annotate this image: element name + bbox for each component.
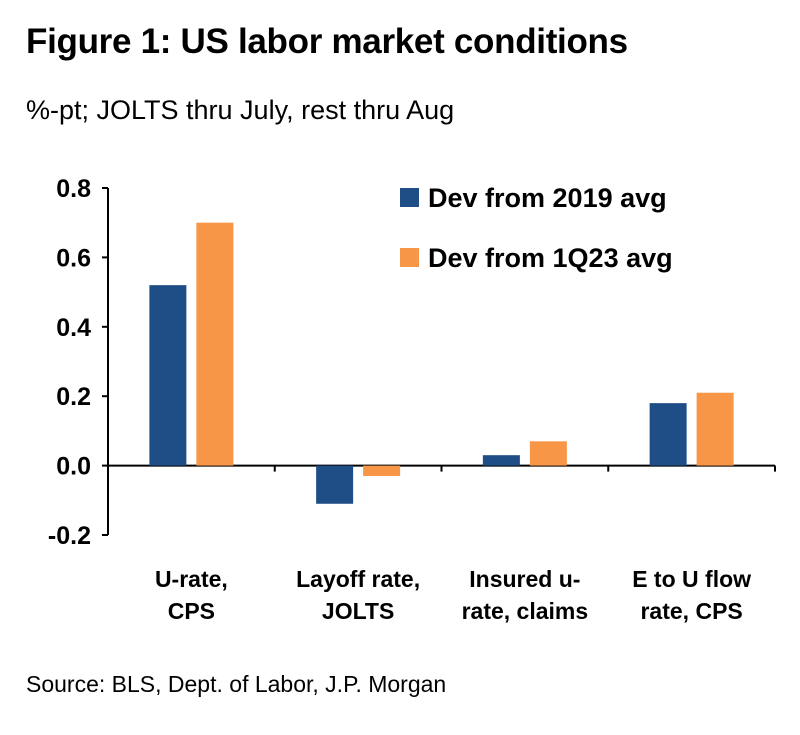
y-tick-label: 0.8 xyxy=(56,175,91,203)
bar-dev-1q23 xyxy=(696,392,734,466)
x-category-label: U-rate, CPS xyxy=(155,566,228,624)
x-category-label: E to U flow rate, CPS xyxy=(632,566,751,624)
bar-dev-2019 xyxy=(649,403,687,466)
bar-dev-1q23 xyxy=(363,465,401,477)
y-tick-label: 0.2 xyxy=(56,383,91,411)
y-tick-label: 0.0 xyxy=(56,453,91,481)
legend-swatch xyxy=(400,248,419,267)
source-note: Source: BLS, Dept. of Labor, J.P. Morgan xyxy=(26,671,447,697)
bar-dev-1q23 xyxy=(529,441,567,466)
chart-subtitle: %-pt; JOLTS thru July, rest thru Aug xyxy=(26,95,455,125)
bar-dev-2019 xyxy=(482,455,520,466)
legend-label: Dev from 2019 avg xyxy=(428,183,667,213)
y-tick-label: 0.4 xyxy=(56,314,91,342)
legend-swatch xyxy=(400,188,419,207)
y-tick-label: -0.2 xyxy=(48,522,91,550)
bar-dev-2019 xyxy=(149,285,187,466)
chart-title: Figure 1: US labor market conditions xyxy=(26,22,628,61)
legend-label: Dev from 1Q23 avg xyxy=(428,243,673,273)
y-tick-label: 0.6 xyxy=(56,244,91,272)
bar-dev-1q23 xyxy=(196,222,234,466)
bar-dev-2019 xyxy=(316,465,354,504)
x-category-label: Insured u-rate, claims xyxy=(462,566,589,624)
x-category-label: Layoff rate, JOLTS xyxy=(296,566,420,624)
